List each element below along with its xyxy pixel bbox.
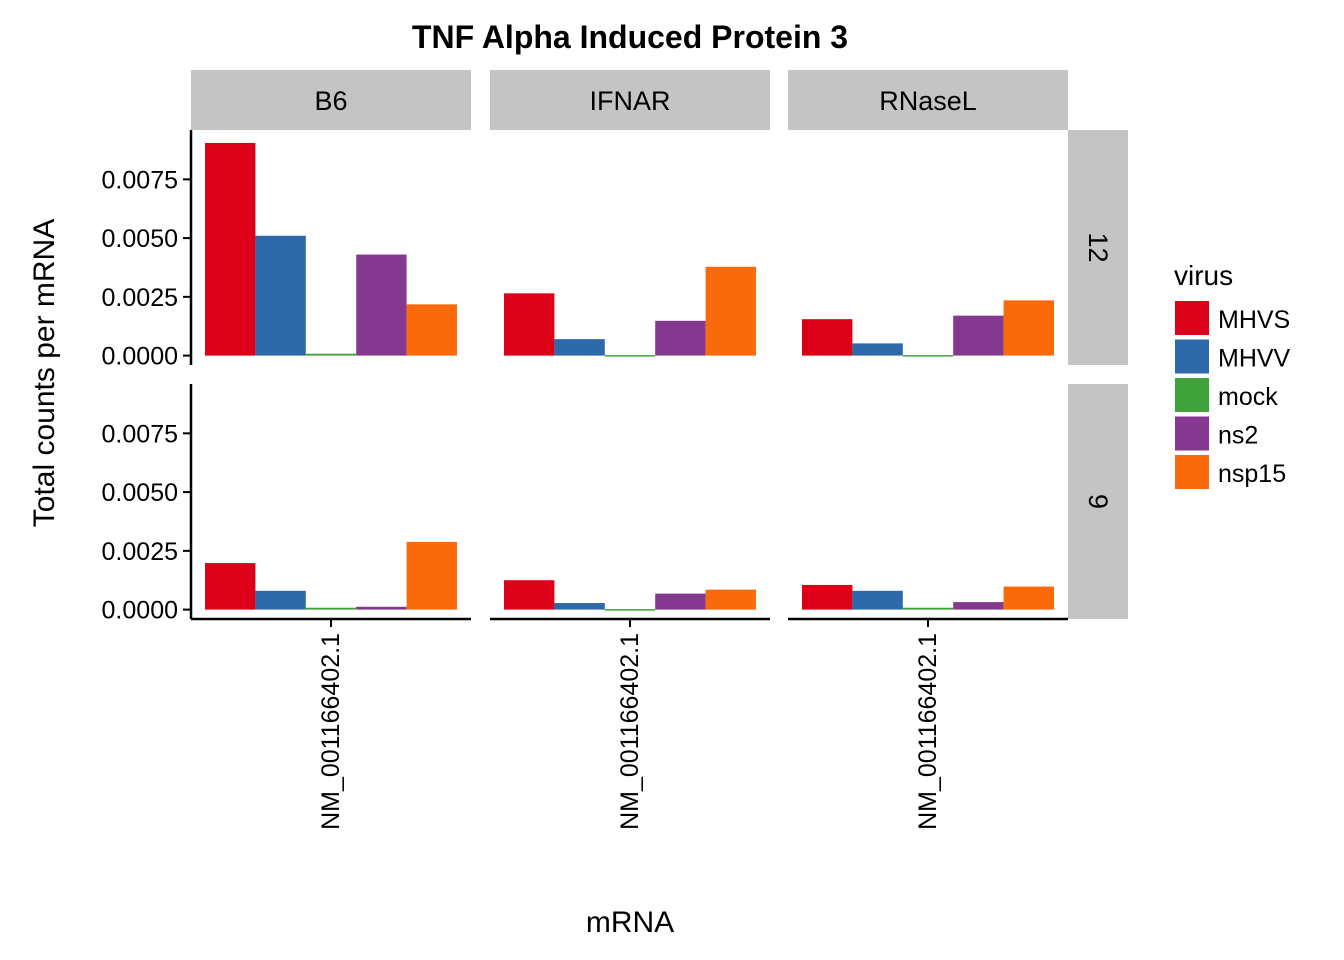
y-axes: 0.0000 0.0025 0.0050 0.0075 0.0000 0.0025 0.00… xyxy=(102,130,193,625)
bar-12-RNaseL-ns2 xyxy=(953,315,1004,356)
chart-title: TNF Alpha Induced Protein 3 xyxy=(412,19,848,55)
bar-12-RNaseL-mock xyxy=(902,355,954,357)
legend-title: virus xyxy=(1174,260,1233,291)
row-strips: 12 9 xyxy=(1068,130,1128,619)
y-tick-label-9-3: 0.0075 xyxy=(102,420,178,448)
legend-label-nsp15: nsp15 xyxy=(1218,460,1286,488)
bar-12-RNaseL-MHVS xyxy=(802,319,853,356)
bar-12-B6-MHVS xyxy=(205,142,256,356)
bar-12-RNaseL-MHVV xyxy=(852,343,903,356)
x-axes: NM_001166402.1 NM_001166402.1 NM_001166402… xyxy=(191,617,1068,830)
bar-9-RNaseL-MHVV xyxy=(852,590,903,610)
bar-9-IFNAR-MHVV xyxy=(554,603,605,610)
bar-9-RNaseL-mock xyxy=(902,607,954,610)
strip-row-label-12: 12 xyxy=(1083,232,1113,262)
bar-12-IFNAR-nsp15 xyxy=(705,266,756,356)
legend-label-MHVS: MHVS xyxy=(1218,306,1290,334)
legend-swatch-MHVV xyxy=(1175,339,1209,374)
y-tick-label-12-0: 0.0000 xyxy=(102,343,178,371)
bar-12-B6-mock xyxy=(305,353,357,356)
bar-12-B6-MHVV xyxy=(255,235,306,356)
bar-12-RNaseL-nsp15 xyxy=(1003,300,1054,356)
legend-swatch-MHVS xyxy=(1175,301,1209,335)
strip-label-B6: B6 xyxy=(314,86,347,116)
strip-label-RNaseL: RNaseL xyxy=(879,86,977,116)
legend-swatch-nsp15 xyxy=(1175,455,1209,489)
bar-12-B6-ns2 xyxy=(356,254,407,356)
bar-12-IFNAR-MHVS xyxy=(504,293,555,356)
bar-9-RNaseL-ns2 xyxy=(953,602,1004,610)
bar-9-IFNAR-mock xyxy=(604,609,656,611)
bar-9-B6-mock xyxy=(305,607,357,610)
strip-label-IFNAR: IFNAR xyxy=(590,86,671,116)
bar-9-B6-ns2 xyxy=(356,606,407,610)
bar-9-B6-nsp15 xyxy=(406,541,457,610)
bar-12-IFNAR-mock xyxy=(604,355,656,357)
y-tick-label-12-1: 0.0025 xyxy=(102,284,178,312)
strip-row-9 xyxy=(1068,384,1128,619)
strip-IFNAR xyxy=(490,70,770,130)
strip-B6 xyxy=(191,70,471,130)
bar-9-RNaseL-nsp15 xyxy=(1003,586,1054,610)
panels xyxy=(205,142,1054,611)
bar-9-IFNAR-ns2 xyxy=(655,593,706,610)
bar-12-IFNAR-MHVV xyxy=(554,339,605,356)
column-strips: B6 IFNAR RNaseL xyxy=(191,70,1068,130)
legend-label-mock: mock xyxy=(1218,383,1278,411)
x-tick-label-B6: NM_001166402.1 xyxy=(317,633,345,830)
strip-RNaseL xyxy=(788,70,1068,130)
strip-row-label-9: 9 xyxy=(1083,494,1113,509)
strip-row-12 xyxy=(1068,130,1128,365)
bar-12-B6-nsp15 xyxy=(406,304,457,356)
x-tick-label-RNaseL: NM_001166402.1 xyxy=(914,633,942,830)
legend-label-MHVV: MHVV xyxy=(1218,345,1291,373)
y-tick-label-9-1: 0.0025 xyxy=(102,538,178,566)
y-tick-label-12-2: 0.0050 xyxy=(102,225,178,253)
bar-9-IFNAR-MHVS xyxy=(504,580,555,610)
y-tick-label-12-3: 0.0075 xyxy=(102,166,178,194)
legend-swatch-ns2 xyxy=(1175,416,1209,451)
y-tick-label-9-2: 0.0050 xyxy=(102,479,178,507)
bar-12-IFNAR-ns2 xyxy=(655,320,706,356)
bar-9-IFNAR-nsp15 xyxy=(705,589,756,610)
legend-label-ns2: ns2 xyxy=(1218,422,1258,450)
bar-9-B6-MHVS xyxy=(205,563,256,610)
legend: virus MHVS MHVV mock ns2 nsp15 xyxy=(1174,260,1291,489)
legend-swatch-mock xyxy=(1175,378,1209,412)
y-tick-label-9-0: 0.0000 xyxy=(102,597,178,625)
y-axis-label: Total counts per mRNA xyxy=(28,219,61,527)
x-tick-label-IFNAR: NM_001166402.1 xyxy=(616,633,644,830)
bar-9-RNaseL-MHVS xyxy=(802,584,853,610)
x-axis-label: mRNA xyxy=(586,906,674,939)
bar-9-B6-MHVV xyxy=(255,590,306,610)
